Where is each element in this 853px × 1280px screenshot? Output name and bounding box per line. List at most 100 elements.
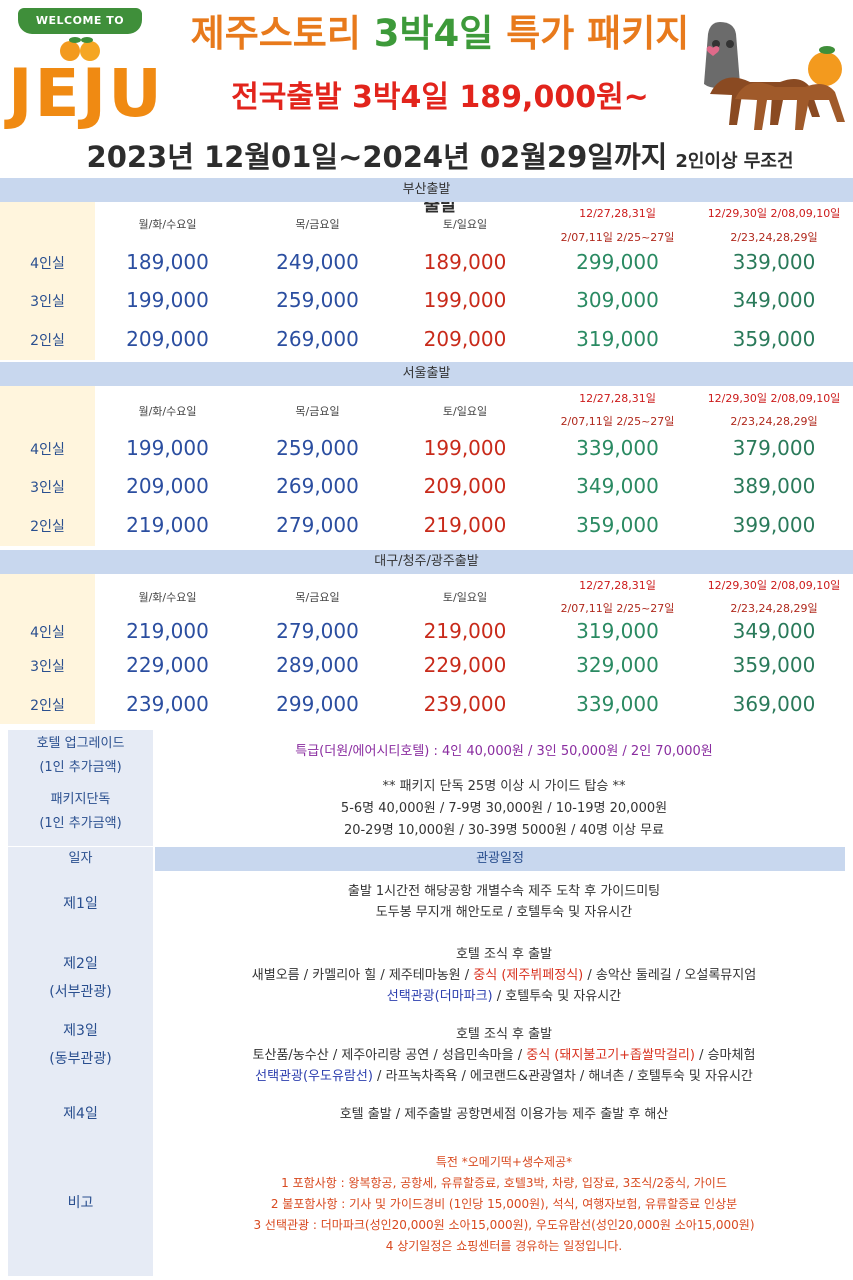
day4-line-1: 호텔 출발 / 제주출발 공항면세점 이용가능 제주 출발 후 해산 (339, 1107, 669, 1122)
room-column-bg (0, 574, 95, 724)
price-cell: 219,000 (423, 619, 507, 643)
room-column-bg (0, 202, 95, 360)
col-header-peak2-sub: 2/23,24,28,29일 (730, 231, 818, 244)
page-subtitle: 전국출발 3박4일 189,000원~ (231, 80, 649, 115)
package-line-3: 20-29명 10,000원 / 30-39명 5000원 / 40명 이상 무… (343, 823, 665, 838)
price-cell: 209,000 (126, 474, 209, 498)
upgrade-text: 특급(더원/에어시티호텔) : 4인 40,000원 / 3인 50,000원 … (295, 744, 713, 759)
note-line-2: 2 불포함사항 : 기사 및 가이드경비 (1인당 15,000원), 석식, … (270, 1197, 738, 1211)
price-cell: 349,000 (732, 288, 816, 312)
day1-line-1: 출발 1시간전 해당공항 개별수속 제주 도착 후 가이드미팅 (347, 884, 661, 899)
price-cell: 329,000 (576, 653, 659, 677)
col-header-peak2: 12/29,30일 2/08,09,10일 (707, 392, 841, 405)
room-label: 3인실 (30, 659, 65, 675)
col-header-weekday: 월/화/수요일 (138, 591, 197, 604)
day4-label: 제4일 (63, 1106, 98, 1122)
col-header-peak1: 12/27,28,31일 (579, 579, 656, 592)
price-cell: 309,000 (576, 288, 659, 312)
package-label: 패키지단독 (1인 추가금액) (8, 784, 153, 846)
col-header-weekend: 토/일요일 (442, 218, 488, 231)
price-cell: 239,000 (126, 692, 209, 716)
price-cell: 349,000 (732, 619, 816, 643)
price-cell: 269,000 (276, 474, 359, 498)
note-line-1: 1 포함사항 : 왕복항공, 공항세, 유류할증료, 호텔3박, 차량, 입장료… (281, 1176, 727, 1190)
col-header-weekday: 월/화/수요일 (138, 218, 197, 231)
price-cell: 199,000 (126, 288, 209, 312)
jeju-logo: JEJU (8, 55, 164, 132)
day2-line-3: 선택관광(더마파크) / 호텔투숙 및 자유시간 (386, 989, 622, 1004)
price-cell: 189,000 (126, 250, 209, 274)
day2-sub: (서부관광) (49, 984, 112, 1000)
price-cell: 189,000 (423, 250, 507, 274)
col-header-peak1-sub: 2/07,11일 2/25~27일 (560, 602, 675, 615)
day1-line-2: 도두봉 무지개 해안도로 / 호텔투숙 및 자유시간 (375, 905, 633, 920)
price-cell: 319,000 (576, 619, 659, 643)
price-cell: 209,000 (126, 327, 209, 351)
note-line-4: 4 상기일정은 쇼핑센터를 경유하는 일정입니다. (385, 1239, 623, 1253)
price-cell: 359,000 (576, 513, 659, 537)
day3-line-2: 토산품/농수산 / 제주아리랑 공연 / 성읍민속마을 / 중식 (돼지불고기+… (252, 1048, 756, 1063)
page-title: 제주스토리 3박4일 특가 패키지 (190, 12, 690, 55)
price-cell: 279,000 (276, 513, 359, 537)
price-cell: 229,000 (423, 653, 507, 677)
package-line-2: 5-6명 40,000원 / 7-9명 30,000원 / 10-19명 20,… (340, 801, 668, 816)
mascot-illustration (704, 22, 845, 130)
col-header-peak1: 12/27,28,31일 (579, 207, 656, 220)
price-cell: 359,000 (732, 327, 816, 351)
room-label: 3인실 (30, 480, 65, 496)
price-cell: 369,000 (732, 692, 816, 716)
room-label: 4인실 (30, 442, 65, 458)
price-cell: 289,000 (276, 653, 359, 677)
section-busan-header: 부산출발 (0, 178, 853, 202)
col-header-peak1-sub: 2/07,11일 2/25~27일 (560, 231, 675, 244)
room-column-bg (0, 386, 95, 546)
price-cell: 199,000 (423, 288, 507, 312)
price-cell: 199,000 (126, 436, 209, 460)
price-cell: 359,000 (732, 653, 816, 677)
price-cell: 319,000 (576, 327, 659, 351)
price-cell: 299,000 (276, 692, 359, 716)
price-cell: 259,000 (276, 436, 359, 460)
price-cell: 259,000 (276, 288, 359, 312)
room-label: 2인실 (30, 333, 65, 349)
price-cell: 219,000 (126, 513, 209, 537)
room-label: 2인실 (30, 519, 65, 535)
price-cell: 299,000 (576, 250, 659, 274)
room-label: 2인실 (30, 698, 65, 714)
col-header-peak2: 12/29,30일 2/08,09,10일 (707, 579, 841, 592)
col-header-thufri: 목/금요일 (295, 218, 340, 231)
price-cell: 209,000 (423, 327, 507, 351)
price-cell: 339,000 (576, 436, 659, 460)
col-header-peak2-sub: 2/23,24,28,29일 (730, 415, 818, 428)
price-cell: 349,000 (576, 474, 659, 498)
room-label: 4인실 (30, 256, 65, 272)
package-line-1: ** 패키지 단독 25명 이상 시 가이드 탑승 ** (382, 779, 626, 794)
col-header-thufri: 목/금요일 (295, 591, 340, 604)
day-header: 일자 (8, 847, 153, 871)
col-header-weekend: 토/일요일 (442, 591, 488, 604)
col-header-peak1-sub: 2/07,11일 2/25~27일 (560, 415, 675, 428)
price-cell: 219,000 (126, 619, 209, 643)
day3-label: 제3일 (63, 1023, 98, 1039)
price-cell: 339,000 (732, 250, 816, 274)
day-column-bg (8, 871, 153, 1276)
col-header-peak2-sub: 2/23,24,28,29일 (730, 602, 818, 615)
room-label: 4인실 (30, 625, 65, 641)
day3-sub: (동부관광) (49, 1051, 112, 1067)
price-cell: 339,000 (576, 692, 659, 716)
price-cell: 209,000 (423, 474, 507, 498)
note-line-0: 특전 *오메기떡+생수제공* (435, 1155, 573, 1169)
room-label: 3인실 (30, 294, 65, 310)
col-header-thufri: 목/금요일 (295, 405, 340, 418)
col-header-weekend: 토/일요일 (442, 405, 488, 418)
day2-line-1: 호텔 조식 후 출발 (455, 947, 553, 962)
col-header-weekday: 월/화/수요일 (138, 405, 197, 418)
day2-label: 제2일 (63, 956, 98, 972)
price-cell: 269,000 (276, 327, 359, 351)
col-header-peak1: 12/27,28,31일 (579, 392, 656, 405)
price-cell: 219,000 (423, 513, 507, 537)
upgrade-label: 호텔 업그레이드 (1인 추가금액) (8, 730, 153, 784)
section-seoul-header: 서울출발 (0, 362, 853, 386)
section-daegu-header: 대구/청주/광주출발 (0, 550, 853, 574)
price-cell: 199,000 (423, 436, 507, 460)
